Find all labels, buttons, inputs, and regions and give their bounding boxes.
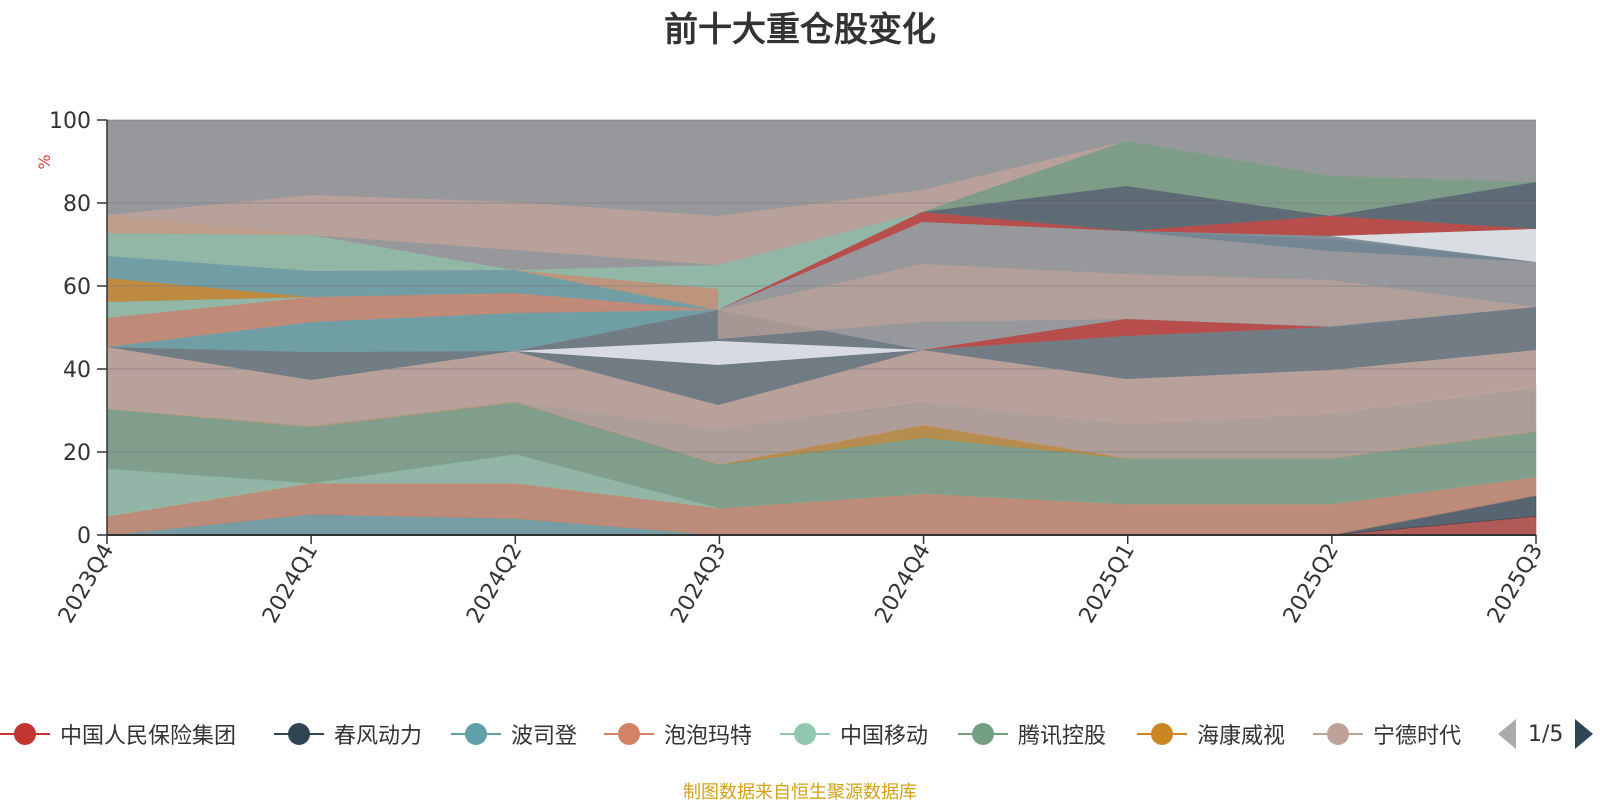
legend-marker <box>958 719 1008 749</box>
holding-band <box>107 347 1536 429</box>
legend-marker <box>274 719 324 749</box>
legend-marker-dot <box>618 723 640 745</box>
y-tick-label: 40 <box>63 358 91 383</box>
x-tick-label: 2025Q2 <box>1279 540 1344 628</box>
legend-label: 波司登 <box>511 724 578 749</box>
holding-band <box>514 270 718 310</box>
x-tick-label: 2025Q3 <box>1483 540 1548 628</box>
chart-title: 前十大重仓股变化 <box>664 10 936 50</box>
legend-label: 海康威视 <box>1197 724 1286 749</box>
legend-item[interactable]: 海康威视 <box>1137 712 1285 756</box>
legend-marker <box>1313 719 1363 749</box>
holding-band <box>922 182 1536 231</box>
holding-band <box>922 319 1330 350</box>
x-tick-label: 2024Q4 <box>870 540 935 628</box>
x-tick-label: 2024Q3 <box>666 540 731 628</box>
legend: 中国人民保险集团 春风动力 波司登 泡泡玛特 中国移动 腾讯控股 海康威视 宁德时代 <box>0 712 1600 756</box>
x-tick-label: 2024Q1 <box>258 540 323 628</box>
legend-item[interactable]: 宁德时代 <box>1313 712 1461 756</box>
legend-marker-dot <box>465 723 487 745</box>
holding-band <box>922 212 1536 236</box>
series-areas <box>106 385 1537 536</box>
holding-band <box>107 256 718 310</box>
legend-pager: 1/5 <box>1498 712 1594 756</box>
holding-band <box>514 341 922 365</box>
x-tick-label: 2024Q2 <box>462 540 527 628</box>
holding-band <box>1330 229 1536 262</box>
legend-item[interactable]: 腾讯控股 <box>958 712 1106 756</box>
legend-item[interactable]: 中国人民保险集团 <box>0 712 236 756</box>
legend-label: 宁德时代 <box>1373 724 1462 749</box>
legend-prev-page-button[interactable] <box>1498 719 1516 749</box>
x-tick-label: 2023Q4 <box>54 540 119 628</box>
holding-band <box>107 278 718 310</box>
other-holdings-areas <box>107 141 1536 429</box>
holding-band <box>1126 231 1536 262</box>
x-axis: 2023Q4 2024Q1 2024Q2 2024Q3 2024Q4 2025Q1 2025… <box>54 534 1548 628</box>
legend-item[interactable]: 中国移动 <box>780 712 928 756</box>
legend-marker-dot <box>972 723 994 745</box>
legend-item[interactable]: 春风动力 <box>274 712 422 756</box>
legend-marker <box>1137 719 1187 749</box>
holding-band <box>922 141 1536 216</box>
legend-label: 泡泡玛特 <box>664 724 753 749</box>
y-tick-label: 20 <box>63 441 91 466</box>
legend-marker-dot <box>14 723 36 745</box>
holding-band <box>718 264 1536 339</box>
holding-band <box>107 307 1536 352</box>
y-tick-label: 100 <box>49 109 91 134</box>
legend-item[interactable]: 泡泡玛特 <box>604 712 752 756</box>
legend-next-page-button[interactable] <box>1575 719 1594 749</box>
holding-band <box>514 350 922 405</box>
holding-band <box>107 293 718 318</box>
legend-marker <box>451 719 501 749</box>
legend-marker <box>0 719 50 749</box>
legend-marker-dot <box>288 723 310 745</box>
holding-band <box>107 141 1126 265</box>
legend-label: 腾讯控股 <box>1018 724 1107 749</box>
legend-item[interactable]: 波司登 <box>451 712 577 756</box>
x-tick-label: 2025Q1 <box>1075 540 1140 628</box>
legend-marker-dot <box>1327 723 1349 745</box>
y-tick-label: 0 <box>77 524 91 549</box>
legend-label: 春风动力 <box>334 724 423 749</box>
legend-marker <box>604 719 654 749</box>
legend-marker <box>780 719 830 749</box>
grid-lines <box>107 119 1536 453</box>
y-axis: 0 20 40 60 80 100 <box>49 109 108 549</box>
legend-marker-dot <box>1151 723 1173 745</box>
legend-marker-dot <box>794 723 816 745</box>
y-tick-label: 80 <box>63 192 91 217</box>
holding-band <box>107 293 922 350</box>
y-tick-label: 60 <box>63 275 91 300</box>
source-note: 制图数据来自恒生聚源数据库 <box>683 782 917 803</box>
legend-label: 中国人民保险集团 <box>60 724 237 749</box>
y-unit-label: % <box>35 154 54 169</box>
legend-page-indicator: 1/5 <box>1528 721 1564 747</box>
series-area-7 <box>106 385 1537 465</box>
legend-label: 中国移动 <box>840 724 929 749</box>
